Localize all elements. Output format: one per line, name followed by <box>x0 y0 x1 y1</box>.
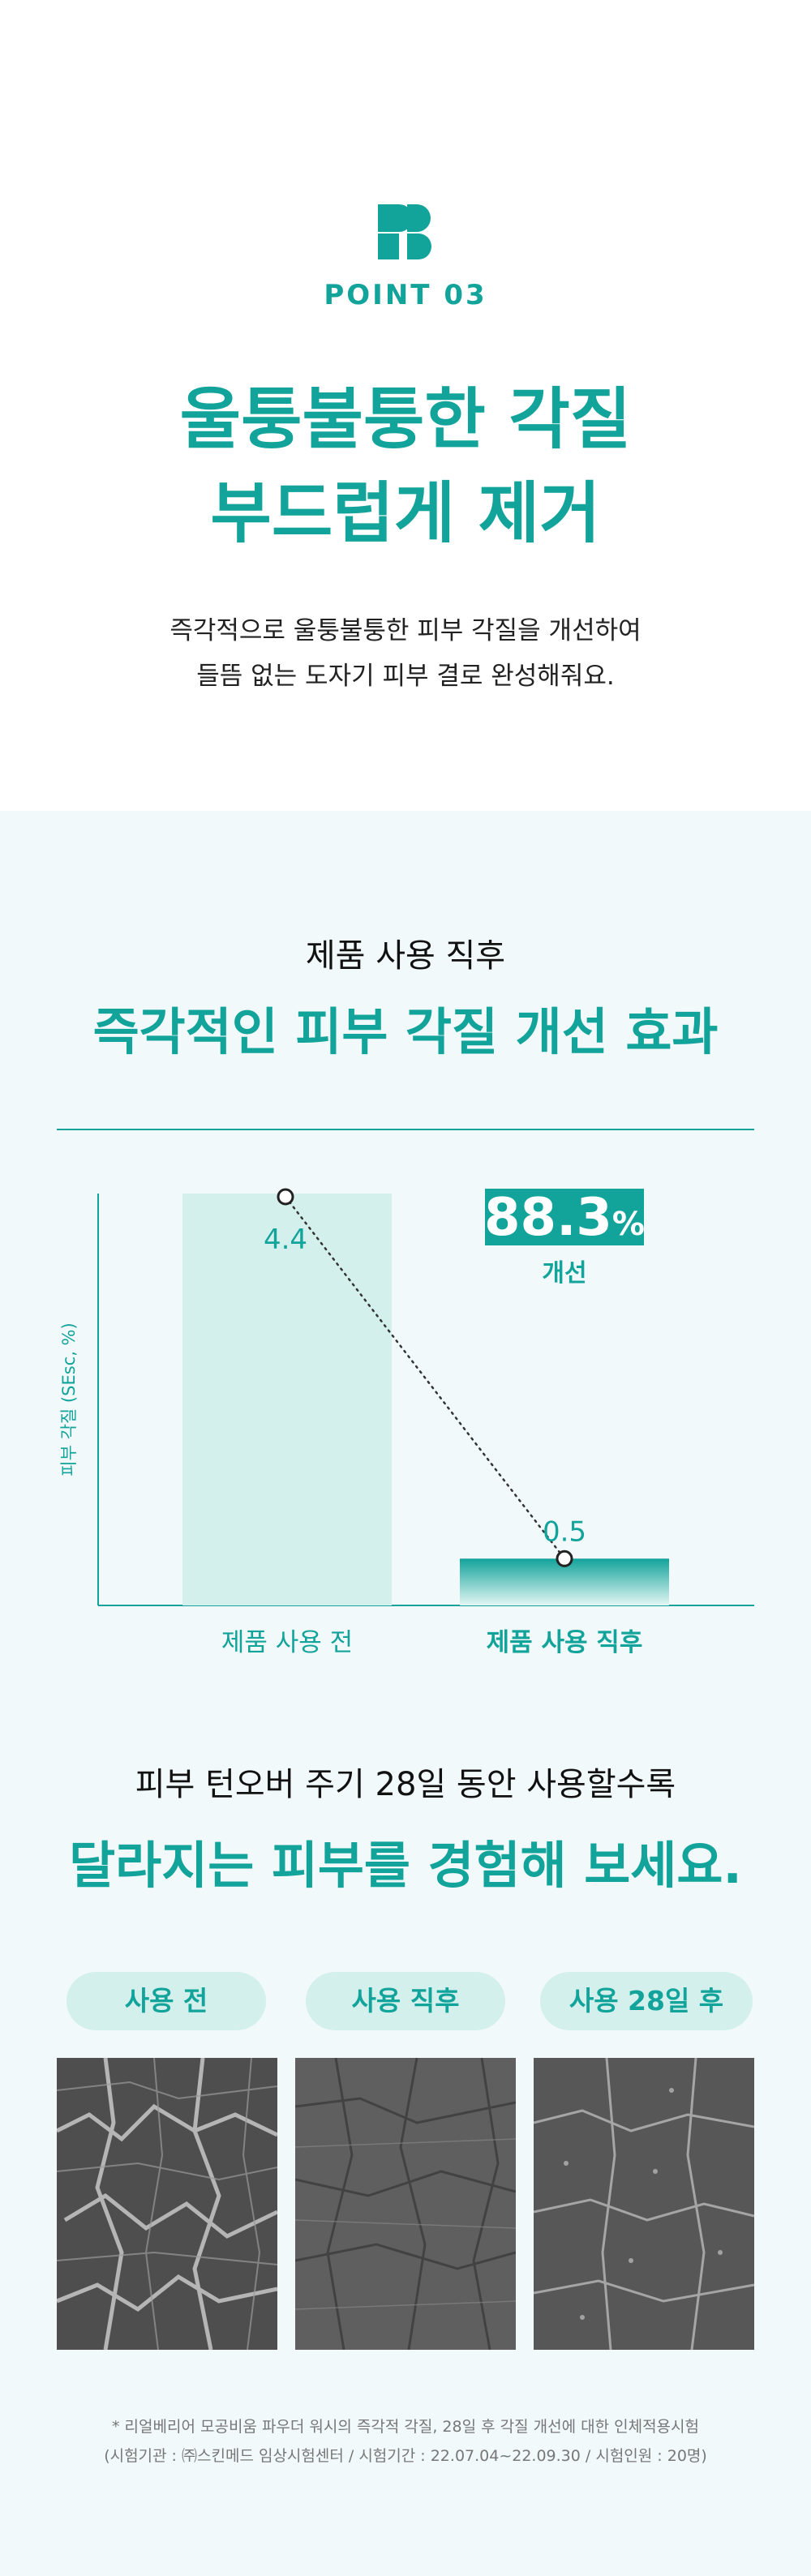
improvement-badge <box>485 1189 644 1245</box>
bar-before <box>182 1194 392 1605</box>
value-label-after: 0.5 <box>543 1515 586 1548</box>
improvement-value: 88.3% <box>484 1188 645 1248</box>
point-label: POINT 03 <box>324 279 487 311</box>
improvement-number: 88.3 <box>484 1188 612 1248</box>
point-after <box>556 1549 573 1567</box>
section2-title: 달라지는 피부를 경험해 보세요. <box>69 1836 742 1895</box>
section1-title: 즉각적인 피부 각질 개선 효과 <box>92 1002 719 1061</box>
value-label-before: 4.4 <box>264 1224 307 1256</box>
hero-desc-line1: 즉각적으로 울퉁불퉁한 피부 각질을 개선하여 <box>169 616 642 645</box>
hero-description: 즉각적으로 울퉁불퉁한 피부 각질을 개선하여 들뜸 없는 도자기 피부 결로 … <box>0 608 811 699</box>
improvement-unit: % <box>612 1206 645 1243</box>
skin-texture-after-photo <box>295 2058 516 2350</box>
point-before <box>277 1188 294 1206</box>
category-label-after: 제품 사용 직후 <box>487 1628 643 1657</box>
hero-title-line1: 울퉁불퉁한 각질 <box>179 381 632 458</box>
category-label-before: 제품 사용 전 <box>221 1628 353 1657</box>
hero-title: 울퉁불퉁한 각질 부드럽게 제거 <box>0 373 811 561</box>
y-axis-label: 피부 각질 (SEsc, %) <box>59 1322 79 1476</box>
chart-canvas: 피부 각질 (SEsc, %) 4.4 0.5 88.3% 개선 제품 사용 전… <box>59 1188 754 1657</box>
label-right-after-use: 사용 직후 <box>306 1972 505 2030</box>
hero-title-line2: 부드럽게 제거 <box>210 475 601 552</box>
label-before-use: 사용 전 <box>67 1972 266 2030</box>
brand-logo-icon <box>378 204 431 259</box>
section-divider <box>57 1129 754 1130</box>
skin-texture-before-photo <box>57 2058 277 2350</box>
trend-line <box>284 1195 566 1560</box>
label-28days-after: 사용 28일 후 <box>540 1972 753 2030</box>
keratin-chart: 피부 각질 (SEsc, %) 4.4 0.5 88.3% 개선 제품 사용 전… <box>0 1159 811 1678</box>
skin-texture-28days-photo <box>534 2058 754 2350</box>
hero-desc-line2: 들뜸 없는 도자기 피부 결로 완성해줘요. <box>196 662 615 691</box>
intro-section: POINT 03 울퉁불퉁한 각질 부드럽게 제거 즉각적으로 울퉁불퉁한 피부… <box>0 0 811 811</box>
footnote-line1: * 리얼베리어 모공비움 파우더 워시의 즉각적 각질, 28일 후 각질 개선… <box>112 2418 699 2436</box>
improvement-caption: 개선 <box>542 1259 586 1288</box>
section2-subtitle: 피부 턴오버 주기 28일 동안 사용할수록 <box>135 1766 676 1803</box>
footnote-line2: (시험기관 : ㈜스킨메드 임상시험센터 / 시험기간 : 22.07.04~2… <box>104 2447 707 2465</box>
result-section: 제품 사용 직후 즉각적인 피부 각질 개선 효과 피부 각질 (SEsc, %… <box>0 811 811 2576</box>
section1-subtitle: 제품 사용 직후 <box>305 937 506 975</box>
